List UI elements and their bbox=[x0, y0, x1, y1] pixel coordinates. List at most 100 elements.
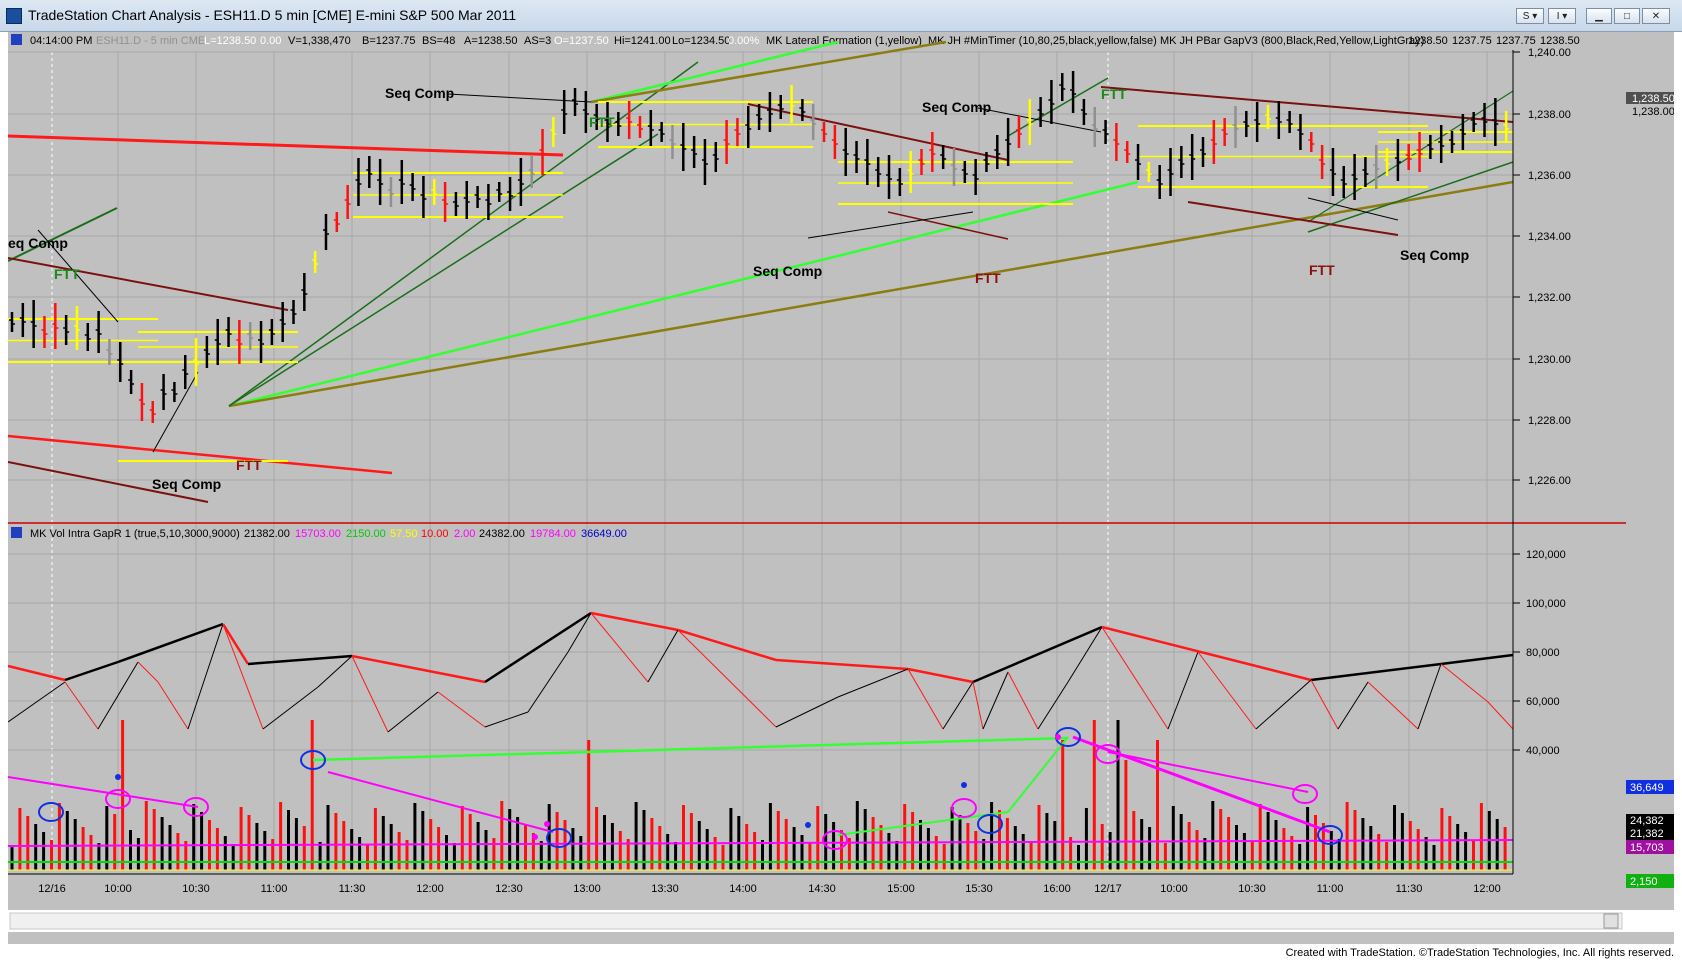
swing-line-thin bbox=[7, 681, 66, 723]
indicator-icon bbox=[11, 527, 22, 538]
time-axis-label: 13:00 bbox=[573, 883, 601, 895]
price-axis-label: 1,228.00 bbox=[1528, 415, 1571, 427]
volume-header: MK Vol Intra GapR 1 (true,5,10,3000,9000… bbox=[11, 527, 627, 540]
price-axis-label: 1,232.00 bbox=[1528, 292, 1571, 304]
price-header: 04:14:00 PM ESH11.D - 5 min CME L=1238.5… bbox=[11, 34, 1580, 47]
vol-header-v1: 21382.00 bbox=[244, 528, 290, 540]
swing-line bbox=[117, 622, 224, 664]
annotation-pointer bbox=[807, 211, 974, 239]
price-axis-label: 1,240.00 bbox=[1528, 47, 1571, 59]
swing-line-thin bbox=[942, 681, 974, 730]
insert-dropdown-button[interactable]: I ▾ bbox=[1548, 8, 1576, 24]
vol-badge-green-text: 2,150 bbox=[1630, 876, 1658, 888]
header-volume: V=1,338,470 bbox=[288, 35, 351, 47]
last-price-badge bbox=[1626, 92, 1674, 104]
credit-text: Created with TradeStation. ©TradeStation… bbox=[1285, 947, 1674, 959]
scrollbar-channel[interactable] bbox=[9, 912, 1623, 930]
swing-line-thin bbox=[907, 668, 944, 730]
swing-line-thin bbox=[527, 651, 569, 713]
swing-line-thin bbox=[1417, 663, 1442, 730]
time-axis-label: 15:00 bbox=[887, 883, 915, 895]
time-axis-label: 15:30 bbox=[965, 883, 993, 895]
swing-line bbox=[775, 658, 909, 671]
swing-line-thin bbox=[1167, 651, 1199, 730]
annotation-pointer bbox=[152, 371, 199, 453]
vol-badge-black-2 bbox=[1626, 827, 1674, 840]
swing-line-thin bbox=[1310, 679, 1339, 730]
price-axis-label: 1,238.00 bbox=[1528, 109, 1571, 121]
swing-line-thin bbox=[1487, 701, 1514, 730]
maximize-button[interactable]: □ bbox=[1614, 8, 1640, 24]
swing-line-thin bbox=[484, 711, 529, 728]
minimize-button[interactable]: ▁ bbox=[1586, 8, 1612, 24]
price-axis: 1,240.00 1,238.00 1,236.00 1,234.00 1,232.00… bbox=[1512, 47, 1571, 874]
swing-line-thin bbox=[982, 671, 1009, 730]
time-axis-label: 11:00 bbox=[1317, 883, 1344, 895]
swing-line bbox=[907, 667, 974, 684]
swing-line bbox=[64, 660, 119, 682]
trend-line bbox=[1307, 161, 1514, 233]
annotations: Seq Comp Seq Comp eq Comp Seq Comp Seq C… bbox=[8, 85, 1469, 492]
resistance-line bbox=[1100, 86, 1514, 123]
ftt-label-1: FTT bbox=[589, 114, 615, 130]
seq-comp-label-2: Seq Comp bbox=[922, 99, 991, 115]
window-title: TradeStation Chart Analysis - ESH11.D 5 … bbox=[28, 7, 517, 23]
time-axis-label: 10:30 bbox=[182, 883, 210, 895]
volume-axis-label: 80,000 bbox=[1526, 647, 1560, 659]
header-high: Hi=1241.00 bbox=[614, 35, 671, 47]
ftt-label-2: FTT bbox=[1101, 86, 1127, 102]
window-title-bar: TradeStation Chart Analysis - ESH11.D 5 … bbox=[0, 0, 1682, 32]
support-line bbox=[228, 180, 1139, 408]
swing-line-thin bbox=[567, 612, 592, 653]
time-axis-label: 12:00 bbox=[1473, 883, 1501, 895]
chart-background bbox=[8, 32, 1674, 944]
volume-dot-marker bbox=[544, 821, 550, 827]
volume-trend-line bbox=[312, 736, 1069, 762]
swing-line-thin bbox=[837, 668, 909, 698]
swing-line-thin bbox=[317, 655, 353, 688]
swing-line bbox=[677, 628, 777, 662]
swing-line-thin bbox=[1067, 626, 1103, 683]
time-axis-label: 10:30 bbox=[1238, 883, 1266, 895]
close-button[interactable]: ✕ bbox=[1642, 8, 1670, 24]
resistance-line bbox=[887, 211, 1009, 240]
swing-line-thin bbox=[387, 691, 439, 733]
swing-line-thin bbox=[1440, 663, 1489, 703]
scrollbar-thumb[interactable] bbox=[1603, 913, 1619, 929]
seq-comp-label-1: Seq Comp bbox=[385, 85, 454, 101]
ftt-label-3: FTT bbox=[54, 266, 80, 282]
time-axis-label: 10:00 bbox=[104, 883, 132, 895]
time-axis-label: 12:00 bbox=[416, 883, 444, 895]
price-panel[interactable] bbox=[7, 40, 1514, 503]
volume-trend-line bbox=[1007, 736, 1069, 813]
volume-ellipse-marker bbox=[1317, 825, 1343, 845]
header-value-2: 1237.75 bbox=[1452, 35, 1492, 47]
vol-badge-black-2-text: 21,382 bbox=[1630, 828, 1664, 840]
seq-comp-label-6: Seq Comp bbox=[152, 476, 221, 492]
vol-header-v8: 19784.00 bbox=[530, 528, 576, 540]
vol-badge-blue bbox=[1626, 780, 1674, 794]
time-axis-label: 16:00 bbox=[1043, 883, 1071, 895]
annotation-pointer bbox=[447, 93, 592, 103]
vol-header-v6: 2.00 bbox=[454, 528, 475, 540]
time-axis: 12/16 10:00 10:30 11:00 11:30 12:00 12:30 13:00… bbox=[8, 873, 1513, 895]
swing-line bbox=[1255, 664, 1312, 682]
vol-badge-magenta bbox=[1626, 840, 1674, 854]
swing-line-thin bbox=[437, 691, 486, 728]
volume-panel[interactable] bbox=[7, 611, 1514, 871]
header-bid-size: BS=48 bbox=[422, 35, 455, 47]
swing-line-thin bbox=[972, 681, 984, 730]
header-open: O=1237.50 bbox=[554, 35, 609, 47]
header-indicator-3: MK JH PBar GapV3 (800,Black,Red,Yellow,L… bbox=[1160, 35, 1424, 47]
volume-axis-label: 120,000 bbox=[1526, 549, 1566, 561]
swing-line bbox=[7, 664, 66, 682]
volume-axis-label: 60,000 bbox=[1526, 696, 1560, 708]
swing-line-thin bbox=[590, 612, 649, 683]
horizontal-scrollbar[interactable] bbox=[8, 910, 1674, 932]
style-dropdown-button[interactable]: S ▾ bbox=[1516, 8, 1544, 24]
header-last: L=1238.50 bbox=[204, 35, 256, 47]
volume-axis-label: 100,000 bbox=[1526, 598, 1566, 610]
volume-ellipse-marker bbox=[977, 814, 1003, 834]
chart-area[interactable]: 04:14:00 PM ESH11.D - 5 min CME L=1238.5… bbox=[7, 32, 1675, 944]
header-change: 0.00 bbox=[260, 35, 281, 47]
